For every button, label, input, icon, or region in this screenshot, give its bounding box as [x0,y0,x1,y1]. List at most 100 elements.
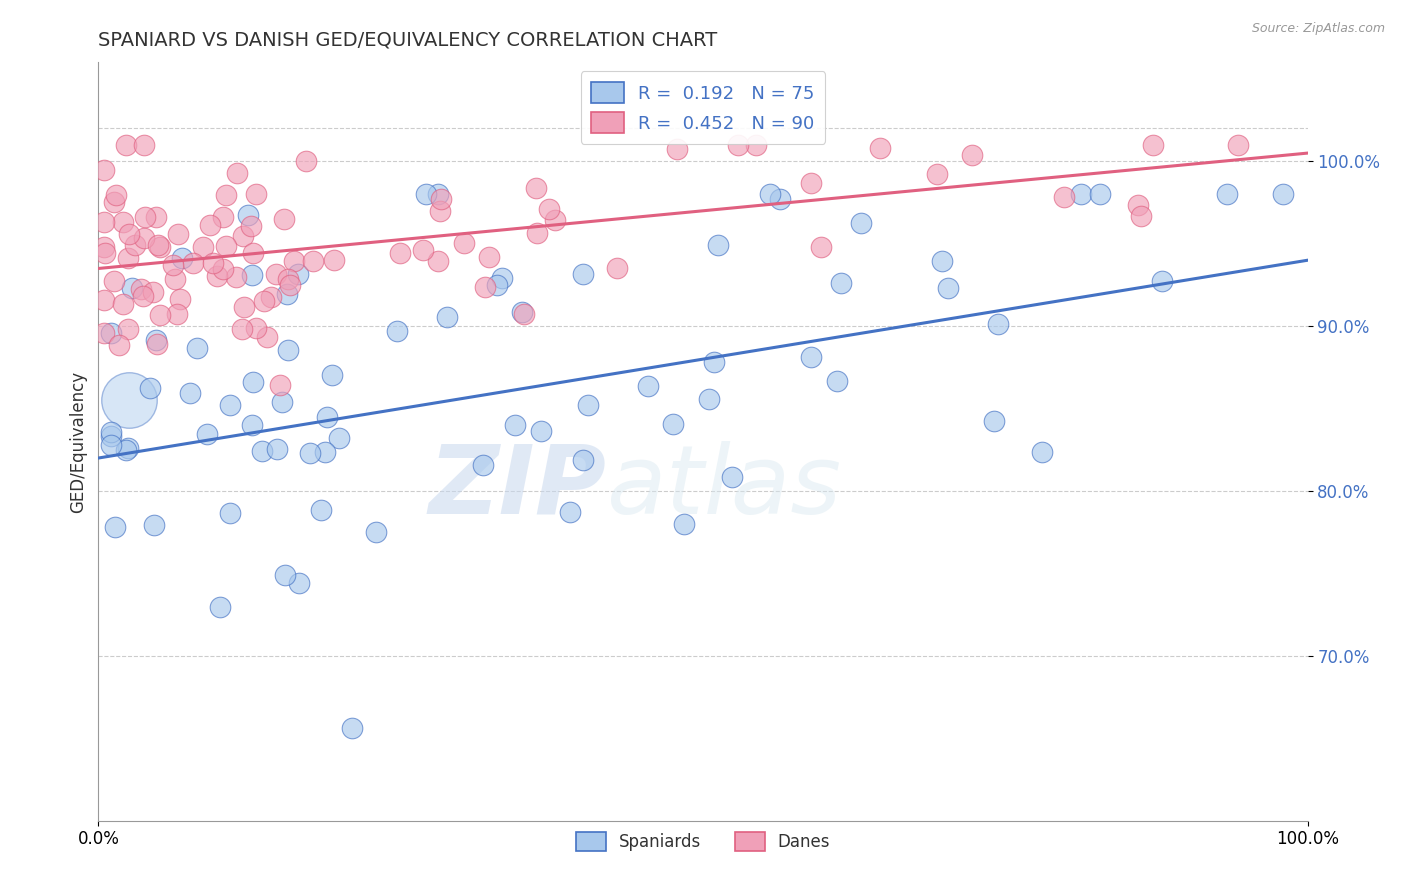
Spaniards [830,277,852,291]
Spaniards [1215,187,1237,202]
Danes [134,137,156,152]
Danes [93,293,115,308]
Danes [198,218,221,232]
Danes [1126,198,1149,212]
Spaniards [117,441,139,455]
Danes [1142,137,1164,152]
Danes [810,240,832,254]
Danes [283,254,305,268]
Spaniards [242,375,264,389]
Spaniards [987,317,1010,331]
Danes [538,202,561,216]
Danes [117,321,139,335]
Spaniards [505,417,527,432]
Danes [111,297,134,311]
Danes [256,330,278,344]
Danes [245,186,267,201]
Danes [1226,137,1249,152]
Spaniards [1070,187,1092,202]
Danes [111,215,134,229]
Spaniards [209,599,232,614]
Spaniards [186,342,208,356]
Danes [232,228,254,243]
Danes [745,137,768,152]
Spaniards [364,525,387,540]
Danes [453,236,475,251]
Danes [526,181,548,195]
Danes [800,176,823,190]
Danes [240,219,263,234]
Danes [129,282,152,296]
Spaniards [236,208,259,222]
Danes [201,255,224,269]
Danes [430,192,453,206]
Spaniards [486,277,509,292]
Spaniards [277,343,299,357]
Spaniards [673,516,696,531]
Spaniards [697,392,720,406]
Danes [245,321,267,335]
Danes [167,227,190,242]
Danes [93,240,115,254]
Danes [93,163,115,178]
Danes [134,231,156,245]
Danes [1053,190,1076,204]
Spaniards [1031,444,1053,458]
Spaniards [142,518,165,533]
Danes [429,203,451,218]
Danes [94,245,117,260]
Danes [162,258,184,272]
Spaniards [1272,187,1295,202]
Danes [606,260,628,275]
Spaniards [572,268,595,282]
Danes [146,337,169,351]
Spaniards [510,305,533,319]
Spaniards [1090,187,1112,202]
Danes [142,285,165,300]
Point [118,393,141,408]
Spaniards [849,216,872,230]
Danes [103,273,125,287]
Danes [260,290,283,304]
Spaniards [385,324,408,338]
Spaniards [825,374,848,388]
Danes [115,137,138,152]
Spaniards [274,567,297,582]
Spaniards [931,254,953,268]
Spaniards [637,379,659,393]
Spaniards [100,438,122,452]
Danes [191,240,214,254]
Danes [264,267,287,281]
Legend: Spaniards, Danes: Spaniards, Danes [569,825,837,858]
Danes [513,307,536,321]
Spaniards [100,326,122,341]
Danes [412,243,434,257]
Danes [215,239,238,253]
Spaniards [415,187,437,202]
Spaniards [121,280,143,294]
Danes [169,292,191,306]
Danes [925,167,948,181]
Danes [478,250,501,264]
Spaniards [721,469,744,483]
Danes [149,239,172,253]
Danes [132,289,155,303]
Danes [960,148,983,162]
Spaniards [707,238,730,252]
Spaniards [172,251,194,265]
Danes [226,166,249,180]
Spaniards [219,506,242,520]
Danes [389,246,412,260]
Spaniards [427,187,450,202]
Danes [295,153,318,168]
Danes [117,251,139,265]
Danes [212,262,235,277]
Spaniards [769,192,792,206]
Danes [544,212,567,227]
Danes [269,378,291,392]
Danes [108,337,131,351]
Danes [869,141,891,155]
Spaniards [560,504,582,518]
Spaniards [314,445,336,459]
Danes [253,294,276,309]
